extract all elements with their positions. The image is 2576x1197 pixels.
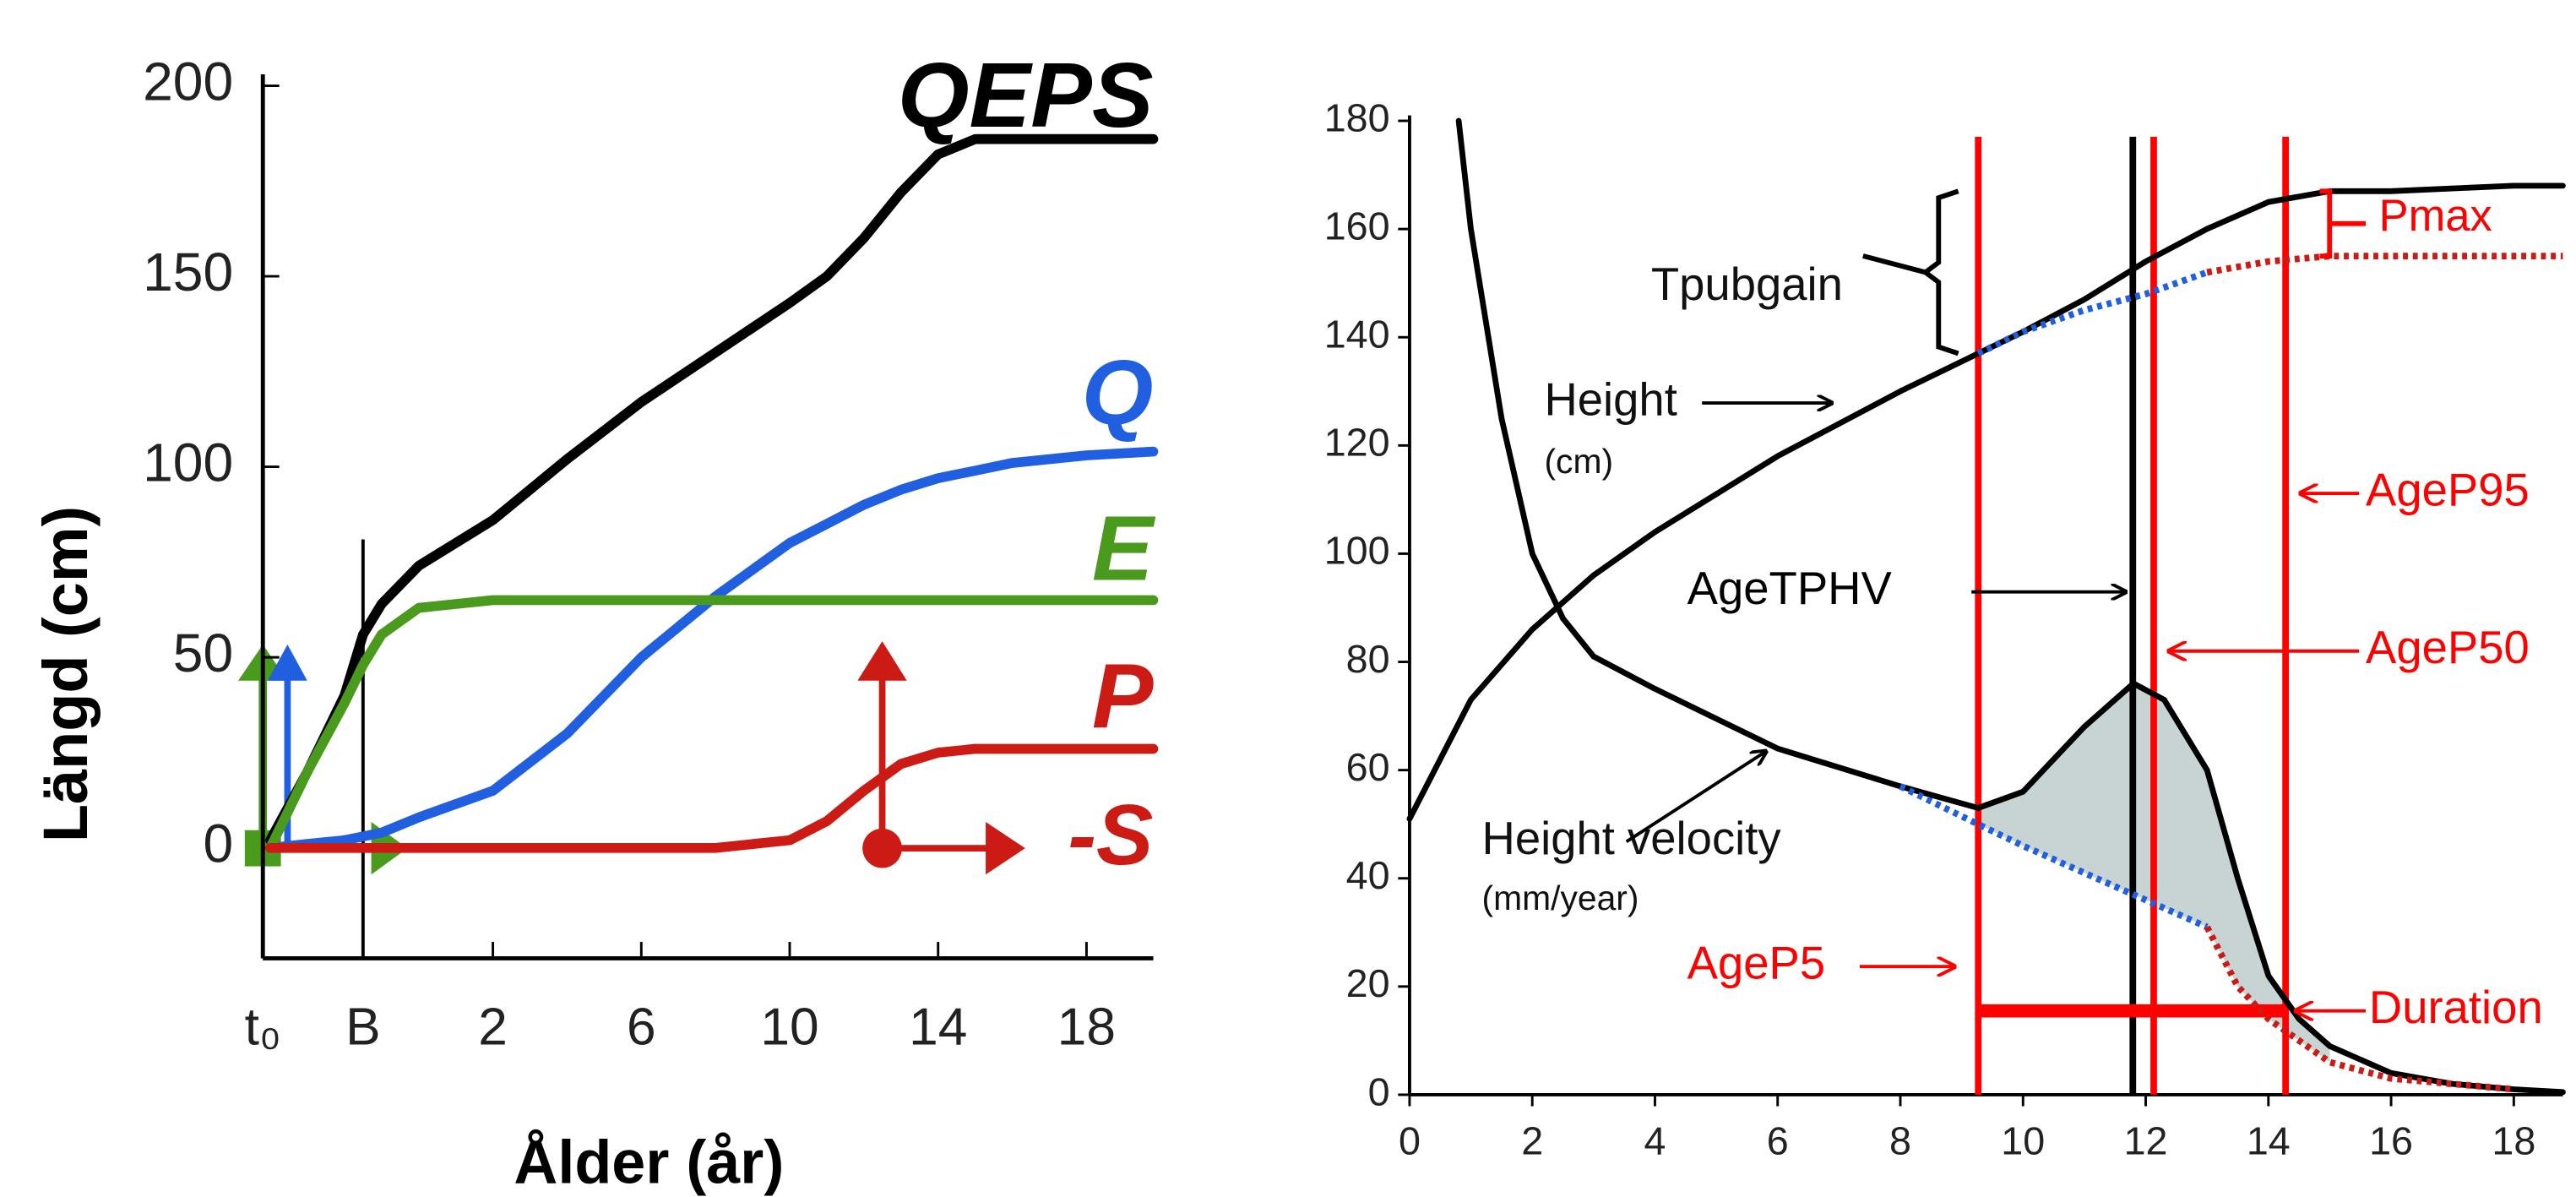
x-tick-label: 8 — [1889, 1119, 1911, 1163]
series-line — [265, 743, 1159, 853]
y-tick-label: 160 — [1324, 204, 1390, 248]
x-tick-label: 16 — [2369, 1119, 2413, 1163]
y-tick-label: 20 — [1346, 961, 1390, 1005]
y-tick-label: 200 — [143, 51, 233, 112]
extrapolation-line — [1899, 783, 2209, 930]
arrow-head — [986, 822, 1025, 875]
x-tick-label: 2 — [1521, 1119, 1543, 1163]
left-arrows — [238, 641, 1025, 875]
marker-label: AgeP95 — [2366, 464, 2530, 515]
x-tick-label: 14 — [2247, 1119, 2291, 1163]
y-tick-label: 100 — [1324, 529, 1390, 573]
extrapolation-line — [2206, 253, 2563, 276]
marker-label: AgeP50 — [2366, 622, 2530, 673]
bracket — [1862, 188, 1959, 356]
x-tick-label: 6 — [1767, 1119, 1789, 1163]
y-axis-label: Längd (cm) — [30, 506, 101, 842]
y-tick-label: 180 — [1324, 95, 1390, 139]
series-label: E — [1092, 498, 1156, 601]
marker-label: AgeP5 — [1687, 938, 1826, 989]
y-tick-label: 150 — [143, 242, 233, 302]
x-tick-label: t₀ — [245, 998, 281, 1057]
series-label: QEPS — [898, 44, 1154, 147]
y-tick-label: 120 — [1324, 421, 1390, 465]
bracket — [2319, 188, 2367, 259]
y-tick-label: 80 — [1346, 637, 1390, 681]
x-tick-label: 6 — [627, 998, 656, 1057]
y-tick-label: 0 — [1368, 1069, 1390, 1113]
y-tick-label: 40 — [1346, 853, 1390, 897]
series-line — [265, 133, 1159, 846]
annotation: (cm) — [1544, 442, 1613, 481]
series-line — [265, 595, 1159, 853]
series-label: P — [1092, 645, 1154, 748]
annotation: (mm/year) — [1482, 879, 1639, 917]
pointer-arrow — [1625, 751, 1766, 844]
arrow-head — [268, 644, 307, 681]
y-tick-label: 140 — [1324, 313, 1390, 356]
onset-dot — [862, 828, 902, 868]
x-tick-label: 14 — [909, 998, 967, 1057]
chart-1: 0 20 40 60 80 100 120 140 160 180 0 2 4 6 8 10 12 14 16 18 P… — [1324, 95, 2566, 1163]
x-tick-label: 12 — [2124, 1119, 2168, 1163]
series-line — [265, 446, 1159, 853]
y-tick-label: 50 — [173, 623, 233, 683]
x-tick-label: 10 — [2001, 1119, 2045, 1163]
x-tick-label: 18 — [2492, 1119, 2535, 1163]
y-tick-label: 100 — [143, 433, 233, 493]
extrapolation-line — [2204, 925, 2514, 1093]
x-tick-label: B — [345, 998, 381, 1057]
extrapolation-line — [1976, 269, 2209, 356]
x-tick-label: 18 — [1057, 998, 1116, 1057]
bracket-label: Pmax — [2379, 191, 2492, 241]
x-tick-label: 4 — [1644, 1119, 1666, 1163]
x-tick-label: 2 — [478, 998, 508, 1057]
marker-label: AgeTPHV — [1687, 563, 1893, 614]
y-tick-label: 60 — [1346, 745, 1390, 789]
annotation: -S — [1068, 787, 1153, 883]
chart-0: 0 50 100 150 200 t₀ B 2 6 10 14 18 QEPS QEP -S Längd (c… — [30, 44, 1159, 1197]
series-label: Q — [1082, 341, 1154, 444]
x-tick-label: 0 — [1399, 1119, 1421, 1163]
span-label: Duration — [2369, 982, 2543, 1033]
arrow-head — [857, 641, 907, 681]
x-axis-label: Ålder (år) — [514, 1129, 784, 1197]
y-tick-label: 0 — [204, 813, 234, 874]
x-tick-label: 10 — [760, 998, 818, 1057]
series-line — [1455, 117, 2566, 1096]
series-label: Height — [1544, 373, 1677, 425]
bracket-label: Tpubgain — [1651, 258, 1843, 310]
